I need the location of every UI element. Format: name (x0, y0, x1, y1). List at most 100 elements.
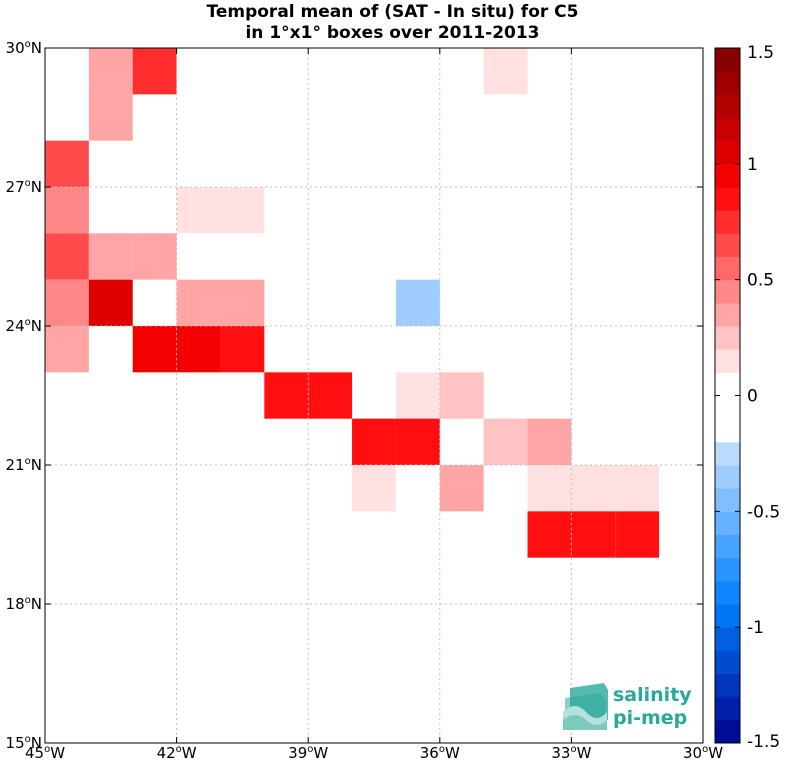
heatmap-cell (88, 94, 133, 141)
heatmap-cell (45, 140, 89, 187)
heatmap-cell (220, 279, 265, 326)
heatmap-cell (571, 511, 616, 558)
colorbar-segment (715, 673, 740, 698)
heatmap-cell (45, 187, 89, 234)
colorbar-segment (715, 117, 740, 142)
colorbar-segment (715, 210, 740, 234)
heatmap-cell (352, 418, 396, 465)
logo-text-salinity: salinity (613, 684, 692, 706)
heatmap-cell (308, 279, 353, 326)
colorbar-segment (715, 187, 740, 211)
heatmap-cell (352, 233, 396, 280)
heatmap-cell (659, 465, 703, 512)
heatmap-cell (176, 326, 221, 373)
y-tick-label: 18oN (6, 595, 42, 613)
colorbar-segment (715, 557, 740, 582)
colorbar-segment (715, 418, 740, 443)
heatmap-cell (220, 326, 265, 373)
colorbar-segment (715, 94, 740, 118)
heatmap-cell (220, 465, 265, 512)
x-tick-label: 33oW (551, 744, 591, 762)
heatmap-cell (308, 372, 353, 419)
colorbar-segment (715, 256, 740, 281)
logo-icon (563, 683, 608, 730)
colorbar-segment (715, 511, 740, 535)
colorbar-segment (715, 372, 740, 396)
colorbar-segment (715, 627, 740, 651)
colorbar-tick-label: 1.5 (747, 43, 774, 63)
colorbar-segment (715, 534, 740, 559)
colorbar-segment (715, 719, 740, 744)
heatmap-cell (45, 326, 89, 373)
heatmap-cell (88, 48, 133, 95)
heatmap-cell (88, 279, 133, 326)
heatmap-cell (45, 418, 89, 465)
colorbar-segment (715, 302, 740, 327)
plot-frame (44, 47, 704, 744)
x-tick-label: 36oW (420, 744, 460, 762)
heatmap-cell (264, 372, 309, 419)
colorbar-segment (715, 326, 740, 350)
heatmap-cell (527, 465, 572, 512)
chart-title-line1: Temporal mean of (SAT - In situ) for C5 (206, 2, 579, 22)
heatmap-cell (615, 465, 660, 512)
colorbar-segment (715, 650, 740, 674)
y-tick-label: 30oN (6, 39, 42, 57)
colorbar-segment (715, 465, 740, 489)
heatmap-cell (88, 233, 133, 280)
y-tick-label: 15oN (6, 734, 42, 752)
colorbar-segment (715, 163, 740, 188)
heatmap-cells (45, 48, 703, 558)
colorbar-segment (715, 48, 740, 72)
heatmap-cell (483, 418, 528, 465)
heatmap-cell (176, 418, 221, 465)
colorbar-segment (715, 71, 740, 95)
colorbar-segment (715, 279, 740, 304)
y-tick-label: 24oN (6, 317, 42, 335)
colorbar-segment (715, 441, 740, 466)
heatmap-cell (45, 279, 89, 326)
colorbar-tick-label: 0.5 (747, 271, 774, 291)
colorbar-tick-label: 0 (747, 387, 758, 407)
chart-title-line2: in 1°x1° boxes over 2011-2013 (245, 23, 540, 43)
heatmap-cell (308, 233, 353, 280)
x-tick-label: 45oW (25, 744, 65, 762)
heatmap-cell (352, 465, 396, 512)
salinity-pi-mep-logo: salinity pi-mep (563, 683, 692, 730)
colorbar-segment (715, 395, 740, 420)
heatmap-cell (527, 511, 572, 558)
colorbar-segment (715, 696, 740, 721)
logo-text-pi-mep: pi-mep (613, 707, 687, 729)
heatmap-cell (483, 48, 528, 95)
colorbar-segment (715, 233, 740, 257)
y-tick-label: 27oN (6, 178, 42, 196)
heatmap-cell (176, 187, 221, 234)
colorbar-tick-label: -1.5 (747, 732, 780, 752)
heatmap-cell (132, 48, 177, 95)
heatmap-cell (45, 233, 89, 280)
colorbar-segment (715, 140, 740, 165)
heatmap-cell (132, 326, 177, 373)
heatmap-cell (439, 465, 484, 512)
heatmap-cell (527, 418, 572, 465)
heatmap-cell (395, 418, 440, 465)
heatmap-cell (439, 372, 484, 419)
colorbar-tick-label: -0.5 (747, 502, 780, 522)
x-tick-label: 30oW (683, 744, 723, 762)
heatmap-cell (176, 279, 221, 326)
axes: 45oW 42oW 39oW 36oW 33oW 30oW 15oN 18oN 21oN 24oN… (6, 39, 724, 762)
colorbar-segment (715, 488, 740, 512)
x-tick-label: 39oW (288, 744, 328, 762)
heatmap-cell (571, 465, 616, 512)
x-tick-label: 42oW (157, 744, 197, 762)
colorbar-segment (715, 580, 740, 605)
chart-title: Temporal mean of (SAT - In situ) for C5 … (0, 2, 785, 44)
y-tick-label: 21oN (6, 456, 42, 474)
colorbar-tick-label: 1 (747, 155, 758, 175)
heatmap-cell (615, 511, 660, 558)
grid-lines (45, 48, 703, 743)
heatmap-cell (132, 233, 177, 280)
heatmap-cell (395, 372, 440, 419)
colorbar-segment (715, 349, 740, 373)
colorbar: 1.5 1 0.5 0 -0.5 -1 -1.5 (714, 43, 780, 752)
